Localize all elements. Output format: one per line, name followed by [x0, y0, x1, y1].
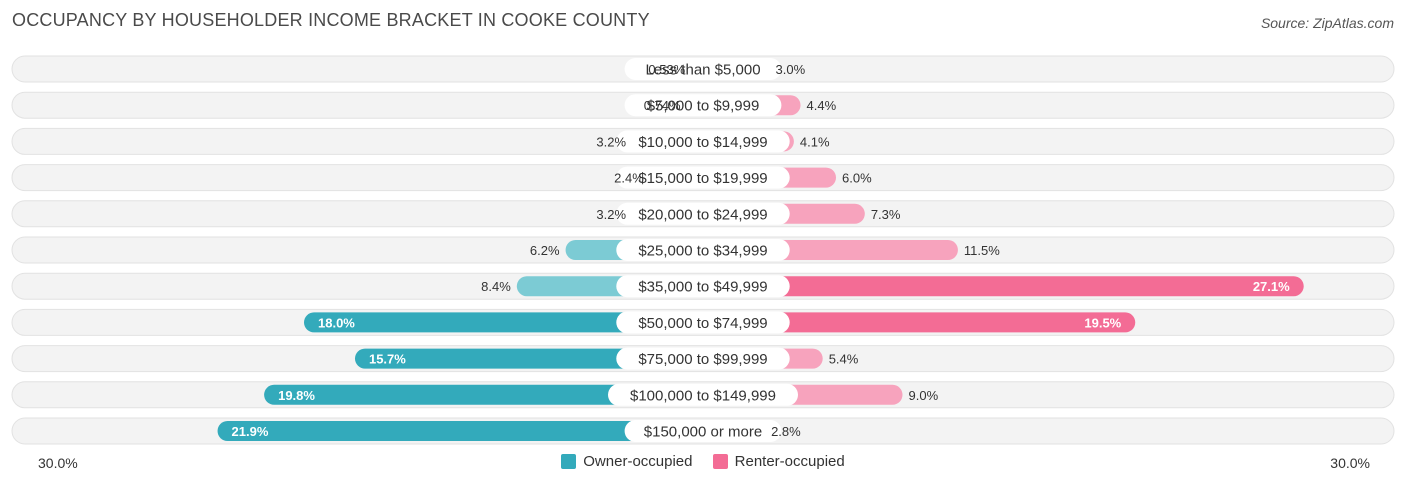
renter-swatch — [712, 454, 728, 469]
owner-value-label: 3.2% — [596, 207, 626, 222]
category-pill — [616, 311, 790, 334]
category-label: $35,000 to $49,999 — [638, 279, 767, 296]
owner-value-label: 18.0% — [318, 315, 355, 330]
owner-value-label: 3.2% — [596, 134, 626, 149]
renter-value-label: 3.0% — [776, 62, 806, 77]
category-label: $50,000 to $74,999 — [638, 315, 767, 332]
category-label: $5,000 to $9,999 — [647, 98, 760, 115]
legend-item-owner: Owner-occupied — [561, 453, 692, 470]
category-label: $10,000 to $14,999 — [638, 134, 767, 151]
owner-value-label: 8.4% — [481, 279, 511, 294]
renter-value-label: 5.4% — [829, 352, 859, 367]
renter-value-label: 9.0% — [909, 388, 939, 403]
owner-bar — [354, 348, 703, 369]
renter-value-label: 7.3% — [871, 207, 901, 222]
category-label: $75,000 to $99,999 — [638, 351, 767, 368]
owner-value-label: 15.7% — [369, 352, 406, 367]
category-label: Less than $5,000 — [645, 62, 760, 79]
category-pill — [616, 130, 790, 153]
category-label: $25,000 to $34,999 — [638, 243, 767, 260]
category-pill — [616, 166, 790, 189]
owner-value-label: 19.8% — [278, 388, 315, 403]
legend-owner-label: Owner-occupied — [583, 453, 693, 470]
category-pill — [608, 383, 798, 406]
owner-swatch — [561, 454, 577, 469]
category-pill — [616, 275, 790, 298]
legend: Owner-occupied Renter-occupied — [0, 453, 1406, 473]
renter-value-label: 11.5% — [964, 243, 1000, 258]
legend-renter-label: Renter-occupied — [734, 453, 845, 470]
renter-bar — [703, 312, 1136, 333]
renter-value-label: 4.4% — [807, 98, 837, 113]
axis-left-label: 30.0% — [38, 455, 78, 471]
category-label: $100,000 to $149,999 — [630, 387, 776, 404]
owner-bar — [304, 312, 703, 333]
owner-value-label: 2.4% — [614, 171, 644, 186]
owner-value-label: 21.9% — [232, 424, 269, 439]
category-label: $20,000 to $24,999 — [638, 206, 767, 223]
category-label: $15,000 to $19,999 — [638, 170, 767, 187]
category-pill — [624, 58, 782, 80]
category-pill — [624, 420, 782, 442]
renter-value-label: 2.8% — [771, 424, 801, 439]
renter-value-label: 27.1% — [1253, 279, 1290, 294]
axis-right-label: 30.0% — [1330, 455, 1370, 471]
category-label: $150,000 or more — [644, 424, 762, 441]
owner-value-label: 6.2% — [530, 243, 560, 258]
renter-bar — [703, 276, 1304, 297]
renter-value-label: 19.5% — [1084, 315, 1121, 330]
chart-title: OCCUPANCY BY HOUSEHOLDER INCOME BRACKET … — [12, 10, 650, 30]
category-pill — [616, 202, 790, 225]
owner-bar — [217, 421, 704, 441]
category-pill — [616, 347, 790, 370]
owner-bar — [264, 384, 703, 405]
legend-item-renter: Renter-occupied — [712, 453, 845, 470]
renter-value-label: 6.0% — [842, 171, 872, 186]
category-pill — [616, 239, 790, 261]
renter-value-label: 4.1% — [800, 134, 830, 149]
source-label: Source: ZipAtlas.com — [1260, 15, 1394, 31]
category-pill — [624, 94, 782, 117]
owner-value-label: 0.74% — [644, 98, 681, 113]
owner-value-label: 0.53% — [648, 62, 685, 77]
